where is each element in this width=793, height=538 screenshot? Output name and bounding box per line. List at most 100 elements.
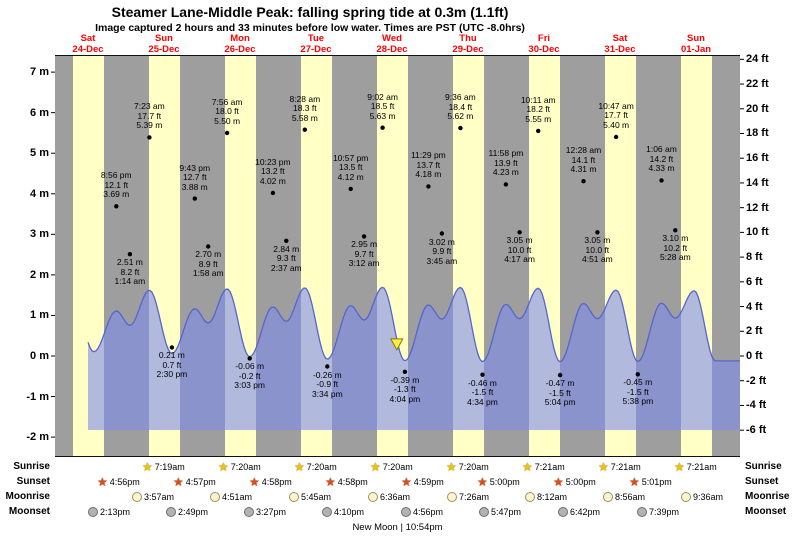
y-axis-label-ft: 12 ft	[746, 201, 769, 214]
moonset-time-label: 4:10pm	[334, 506, 365, 517]
y-axis-label-ft: 18 ft	[746, 127, 769, 140]
high-tide-annotation: 1:06 am 14.2 ft 4.33 m	[646, 144, 677, 174]
sunset-entry: ★ 4:57pm	[173, 475, 216, 488]
moonrise-time-label: 6:36am	[380, 491, 411, 502]
moonrise-entry: 4:51am	[210, 490, 252, 503]
moonset-entry: 2:49pm	[166, 505, 208, 518]
y-axis-label-m: 4 m	[30, 187, 49, 200]
moonrise-time-label: 4:51am	[222, 491, 253, 502]
y-axis-label-m: 1 m	[30, 309, 49, 322]
row-label-sunset-left: Sunset	[16, 476, 50, 487]
sunrise-entry: ★ 7:20am	[294, 460, 337, 473]
y-axis-label-ft: 0 ft	[746, 350, 763, 362]
sunset-entry: ★ 5:00pm	[477, 475, 520, 488]
sunset-time-label: 5:01pm	[641, 476, 672, 487]
sunrise-star-icon: ★	[294, 459, 305, 474]
low-tide-annotation: 2.95 m 9.7 ft 3:12 am	[348, 239, 380, 269]
moonrise-moon-icon	[132, 491, 142, 502]
low-tide-annotation: -0.47 m -1.5 ft 5:04 pm	[544, 378, 576, 408]
low-tide-annotation: 3.05 m 10.0 ft 4:51 am	[581, 235, 613, 265]
sunrise-time-label: 7:20am	[458, 461, 489, 472]
y-axis-label-ft: 2 ft	[746, 325, 763, 338]
moonrise-moon-icon	[525, 491, 535, 502]
y-axis-label-ft: 20 ft	[746, 102, 769, 115]
y-axis-label-ft: 16 ft	[746, 152, 769, 165]
high-tide-annotation: 7:23 am 17.7 ft 5.39 m	[134, 101, 165, 131]
y-axis-label-m: 5 m	[30, 147, 49, 160]
page-subtitle: Image captured 2 hours and 33 minutes be…	[95, 22, 525, 34]
sunrise-entry: ★ 7:21am	[674, 460, 717, 473]
moonset-time-label: 5:47pm	[491, 506, 522, 517]
sunset-entry: ★ 4:59pm	[401, 475, 444, 488]
low-tide-annotation: 0.21 m 0.7 ft 2:30 pm	[156, 350, 188, 380]
high-tide-annotation: 8:56 pm 12.1 ft 3.69 m	[100, 170, 132, 200]
sunrise-star-icon: ★	[370, 459, 381, 474]
day-label: Sat 24-Dec	[72, 33, 104, 55]
moonrise-moon-icon	[210, 491, 220, 502]
y-axis-label-m: -2 m	[26, 431, 49, 444]
moonset-entry: 2:13pm	[88, 505, 130, 518]
moonset-entry: 4:10pm	[322, 505, 364, 518]
sunset-star-icon: ★	[325, 474, 336, 489]
high-tide-annotation: 9:36 am 18.4 ft 5.62 m	[445, 92, 476, 122]
low-tide-annotation: 2.84 m 9.3 ft 2:37 am	[270, 243, 302, 273]
row-label-moonset-right: Moonset	[745, 506, 787, 517]
low-tide-annotation: 2.70 m 8.9 ft 1:58 am	[192, 249, 224, 279]
y-axis-label-m: -1 m	[26, 390, 49, 403]
day-label: Tue 27-Dec	[300, 33, 332, 55]
sunset-time-label: 4:58pm	[337, 476, 368, 487]
sunrise-entry: ★ 7:21am	[522, 460, 565, 473]
moonrise-entry: 9:36am	[681, 490, 723, 503]
sunset-entry: ★ 4:58pm	[249, 475, 292, 488]
y-axis-label-ft: -4 ft	[746, 399, 767, 412]
low-tide-annotation: 3.10 m 10.2 ft 5:28 am	[659, 233, 691, 263]
moonset-entry: 4:56pm	[401, 505, 443, 518]
moonset-entry: 3:27pm	[244, 505, 286, 518]
y-axis-label-ft: 10 ft	[746, 226, 769, 239]
moonset-moon-icon	[166, 506, 176, 517]
sunset-star-icon: ★	[173, 474, 184, 489]
sunrise-time-label: 7:21am	[610, 461, 641, 472]
low-tide-annotation: 2.51 m 8.2 ft 1:14 am	[114, 257, 146, 287]
sunrise-entry: ★ 7:20am	[370, 460, 413, 473]
day-label: Sun 25-Dec	[148, 33, 180, 55]
moonrise-moon-icon	[681, 491, 691, 502]
sunrise-time-label: 7:19am	[154, 461, 185, 472]
sunset-time-label: 4:58pm	[261, 476, 292, 487]
low-tide-annotation: -0.06 m -0.2 ft 3:03 pm	[234, 361, 266, 391]
row-label-sunrise-right: Sunrise	[745, 461, 782, 472]
low-tide-annotation: 3.05 m 10.0 ft 4:17 am	[504, 235, 535, 265]
low-tide-annotation: -0.26 m -0.9 ft 3:34 pm	[311, 369, 343, 399]
moonrise-entry: 3:57am	[132, 490, 174, 503]
y-axis-label-ft: 4 ft	[746, 300, 763, 313]
high-tide-annotation: 11:58 pm 13.9 ft 4.23 m	[488, 148, 524, 178]
low-tide-annotation: -0.39 m -1.3 ft 4:04 pm	[389, 374, 421, 404]
moonset-entry: 6:42pm	[558, 505, 600, 518]
sunrise-star-icon: ★	[598, 459, 609, 474]
moonset-moon-icon	[88, 506, 98, 517]
high-tide-annotation: 10:23 pm 13.2 ft 4.02 m	[255, 156, 291, 186]
sunset-star-icon: ★	[477, 474, 488, 489]
sunrise-time-label: 7:20am	[230, 461, 261, 472]
moonrise-moon-icon	[603, 491, 613, 502]
high-tide-annotation: 9:43 pm 12.7 ft 3.88 m	[179, 162, 211, 192]
moonset-time-label: 6:42pm	[570, 506, 601, 517]
moonset-time-label: 4:56pm	[413, 506, 444, 517]
moonrise-moon-icon	[289, 491, 299, 502]
moonset-time-label: 7:39pm	[649, 506, 680, 517]
high-tide-annotation: 10:57 pm 13.5 ft 4.12 m	[332, 152, 369, 182]
day-label: Fri 30-Dec	[528, 33, 560, 55]
low-tide-annotation: -0.45 m -1.5 ft 5:38 pm	[622, 377, 654, 407]
moonrise-entry: 7:26am	[447, 490, 489, 503]
sunset-time-label: 5:00pm	[565, 476, 596, 487]
sunrise-time-label: 7:20am	[382, 461, 413, 472]
moonrise-time-label: 8:12am	[537, 491, 568, 502]
day-label: Thu 29-Dec	[452, 33, 484, 55]
night-band	[55, 56, 74, 456]
moonrise-entry: 8:12am	[525, 490, 567, 503]
day-label: Wed 28-Dec	[376, 33, 408, 55]
sunrise-star-icon: ★	[218, 459, 229, 474]
moonset-entry: 7:39pm	[637, 505, 679, 518]
row-label-moonrise-left: Moonrise	[5, 491, 50, 502]
